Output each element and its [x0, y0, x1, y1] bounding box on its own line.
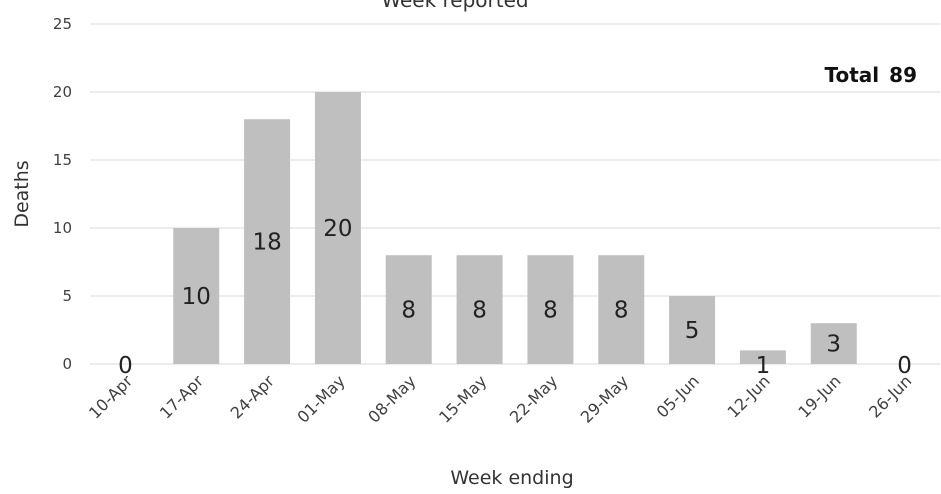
data-labels: 0 10 18 20 8 8 8 8 5 1 3 0	[118, 216, 912, 379]
x-tick-label: 26-Jun	[865, 371, 915, 421]
bar	[598, 255, 645, 364]
bar	[244, 119, 291, 364]
total-annotation: Total 89	[825, 63, 917, 87]
x-tick-label: 10-Apr	[85, 371, 137, 423]
y-tick-label: 20	[53, 83, 72, 101]
x-tick-label: 19-Jun	[794, 371, 844, 421]
y-tick-label: 0	[62, 355, 72, 373]
x-tick-label: 08-May	[364, 371, 419, 426]
data-label: 1	[756, 353, 771, 379]
bar	[527, 255, 574, 364]
y-tick-label: 15	[53, 151, 72, 169]
y-tick-label: 5	[62, 287, 72, 305]
x-tick-label: 05-Jun	[653, 371, 703, 421]
bar	[314, 92, 361, 364]
x-axis-title: Week ending	[450, 467, 573, 489]
chart-title: Week reported	[381, 0, 528, 12]
bars	[173, 92, 857, 364]
data-label: 8	[401, 298, 416, 324]
x-tick-label: 22-May	[506, 371, 561, 426]
bar	[456, 255, 503, 364]
data-label: 20	[323, 216, 352, 242]
bar	[669, 296, 716, 364]
data-label: 5	[685, 318, 700, 344]
data-label: 3	[826, 332, 841, 358]
data-label: 8	[614, 298, 629, 324]
bar	[810, 323, 857, 364]
y-axis-ticks: 0 5 10 15 20 25	[53, 15, 72, 373]
x-tick-label: 12-Jun	[724, 371, 774, 421]
bar	[173, 228, 220, 364]
y-tick-label: 25	[53, 15, 72, 33]
y-tick-label: 10	[53, 219, 72, 237]
total-label: Total	[825, 63, 880, 87]
bar	[385, 255, 432, 364]
data-label: 10	[182, 284, 211, 310]
gridlines	[90, 23, 940, 365]
x-axis-ticks: 10-Apr 17-Apr 24-Apr 01-May 08-May 15-May 22-M…	[85, 371, 915, 427]
data-label: 0	[897, 353, 912, 379]
x-tick-label: 24-Apr	[227, 371, 279, 423]
bar	[739, 350, 786, 364]
x-tick-label: 17-Apr	[156, 371, 208, 423]
x-tick-label: 01-May	[293, 371, 348, 426]
x-tick-label: 15-May	[435, 371, 490, 426]
data-label: 8	[472, 298, 487, 324]
total-value: 89	[889, 63, 917, 87]
data-label: 8	[543, 298, 558, 324]
y-axis-title: Deaths	[11, 160, 33, 227]
data-label: 0	[118, 353, 133, 379]
x-tick-label: 29-May	[577, 371, 632, 426]
data-label: 18	[252, 230, 281, 256]
